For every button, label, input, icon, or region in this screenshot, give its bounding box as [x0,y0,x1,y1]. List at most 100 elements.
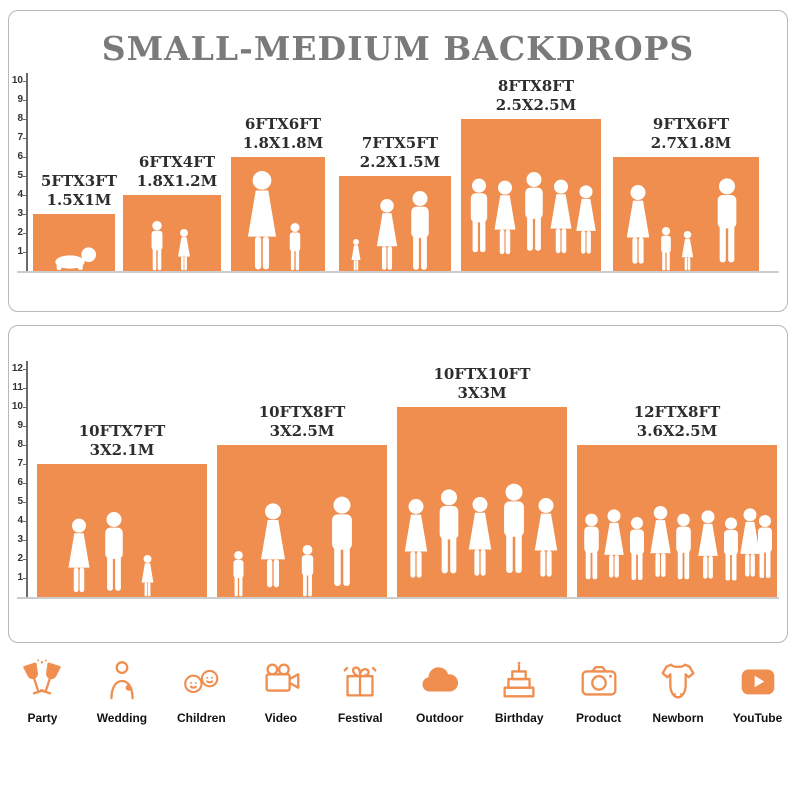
ruler-tick-mark [23,175,28,177]
backdrop-bar-8x8 [461,119,601,271]
category-label: Wedding [96,711,148,725]
backdrop-size-ft: 10FTX10FT [433,365,531,383]
ruler-tick-mark [23,577,28,579]
category-label: Video [264,711,298,725]
silhouette-baby-crawling [55,247,96,270]
ruler-tick-label: 1 [17,246,23,257]
backdrop-size-m: 2.7X1.8M [650,134,732,152]
page-title: SMALL-MEDIUM BACKDROPS [101,29,695,68]
category-label: Birthday [494,711,544,725]
ruler-tick-label: 11 [12,382,23,393]
category-children: Children [164,658,238,725]
ruler-tick-label: 10 [11,401,23,412]
backdrop-label-10x8: 10FTX8FT 3X2.5M [237,403,367,441]
ruler-tick-label: 6 [17,477,23,488]
ruler-tick-mark [23,520,28,522]
backdrop-size-ft: 6FTX4FT [138,153,216,171]
silhouette-family-of-three [351,191,429,271]
silhouette-large-crowd [584,506,772,581]
festival-icon [343,666,377,697]
backdrop-size-ft: 12FTX8FT [633,403,721,421]
backdrop-label-10x10: 10FTX10FT 3X3M [417,365,547,403]
silhouette-two-children [151,221,190,271]
backdrop-label-7x5: 7FTX5FT 2.2X1.5M [335,134,465,172]
children-icon [184,669,219,694]
ruler-tick-label: 4 [17,515,23,526]
product-icon [581,665,617,696]
ruler-tick-mark [23,251,28,253]
backdrop-size-m: 1.8X1.2M [136,172,218,190]
backdrop-size-m: 3X2.1M [89,441,155,459]
ruler-tick-label: 9 [17,420,23,431]
backdrop-size-ft: 6FTX6FT [244,115,322,133]
ruler-tick-mark [23,406,28,408]
ruler-tick-mark [23,501,28,503]
backdrop-size-m: 1.5X1M [46,191,112,209]
ruler-tick-mark [23,80,28,82]
ruler-tick-label: 4 [17,189,23,200]
category-label: Party [27,711,58,725]
ruler-tick-label: 8 [17,113,23,124]
backdrop-label-8x8: 8FTX8FT 2.5X2.5M [471,77,601,115]
category-youtube: YouTube [721,658,795,725]
bottom-panel: 1 2 3 4 5 6 7 8 9 10 11 12 10FTX7FT 3X2.1M 10FTX8FT… [8,325,788,643]
category-label: Product [575,711,622,725]
ruler-tick-label: 2 [17,227,23,238]
backdrop-size-ft: 10FTX7FT [78,422,166,440]
silhouette-group-of-five [470,172,596,255]
category-party: Party [5,658,79,725]
ruler-tick-mark [23,118,28,120]
ruler-tick-label: 12 [11,363,23,374]
backdrop-bar-12x8 [577,445,777,597]
silhouette-mother-and-child [247,171,301,271]
backdrop-size-ft: 8FTX8FT [497,77,575,95]
ruler-axis-line [26,361,28,597]
ruler-tick-label: 10 [11,75,23,86]
silhouette-couple-with-child [68,512,154,597]
backdrop-size-ft: 5FTX3FT [40,172,118,190]
video-icon [265,663,300,692]
category-product: Product [562,658,636,725]
ruler-tick-mark [23,99,28,101]
ruler-tick-mark [23,387,28,389]
ground-line-top [17,271,779,273]
backdrop-bar-10x8 [217,445,387,597]
backdrop-bar-10x10 [397,407,567,597]
ruler-tick-mark [23,137,28,139]
ruler-tick-label: 6 [17,151,23,162]
category-label: Newborn [652,711,704,725]
ruler-tick-mark [23,425,28,427]
backdrop-size-m: 2.5X2.5M [495,96,577,114]
ground-line-bottom [17,597,779,599]
ruler-tick-label: 8 [17,439,23,450]
category-newborn: Newborn [641,658,715,725]
outdoor-icon [422,667,458,692]
backdrop-label-12x8: 12FTX8FT 3.6X2.5M [612,403,742,441]
silhouette-group-of-adults [404,483,558,578]
party-icon [23,659,62,695]
category-birthday: Birthday [482,658,556,725]
category-row: Party Wedding Children [0,658,800,725]
backdrop-size-ft: 10FTX8FT [258,403,346,421]
backdrop-size-ft: 9FTX6FT [652,115,730,133]
backdrop-size-m: 2.2X1.5M [359,153,441,171]
backdrop-size-ft: 7FTX5FT [361,134,439,152]
backdrop-label-9x6: 9FTX6FT 2.7X1.8M [626,115,756,153]
ruler-tick-label: 3 [17,534,23,545]
ruler-tick-mark [23,482,28,484]
category-outdoor: Outdoor [403,658,477,725]
backdrop-bar-9x6 [613,157,759,271]
ruler-tick-label: 1 [17,572,23,583]
backdrop-size-m: 3.6X2.5M [636,422,718,440]
top-panel: SMALL-MEDIUM BACKDROPS 1 2 3 4 5 6 7 8 9 10 5FTX3… [8,10,788,312]
youtube-icon [741,669,774,695]
backdrop-bar-5x3 [33,214,115,271]
ruler-tick-mark [23,444,28,446]
ruler-tick-mark [23,213,28,215]
category-label: Children [177,711,226,725]
ruler-tick-label: 3 [17,208,23,219]
category-festival: Festival [323,658,397,725]
newborn-icon [661,663,695,699]
backdrop-label-6x6: 6FTX6FT 1.8X1.8M [218,115,348,153]
backdrop-size-m: 3X3M [457,384,507,402]
